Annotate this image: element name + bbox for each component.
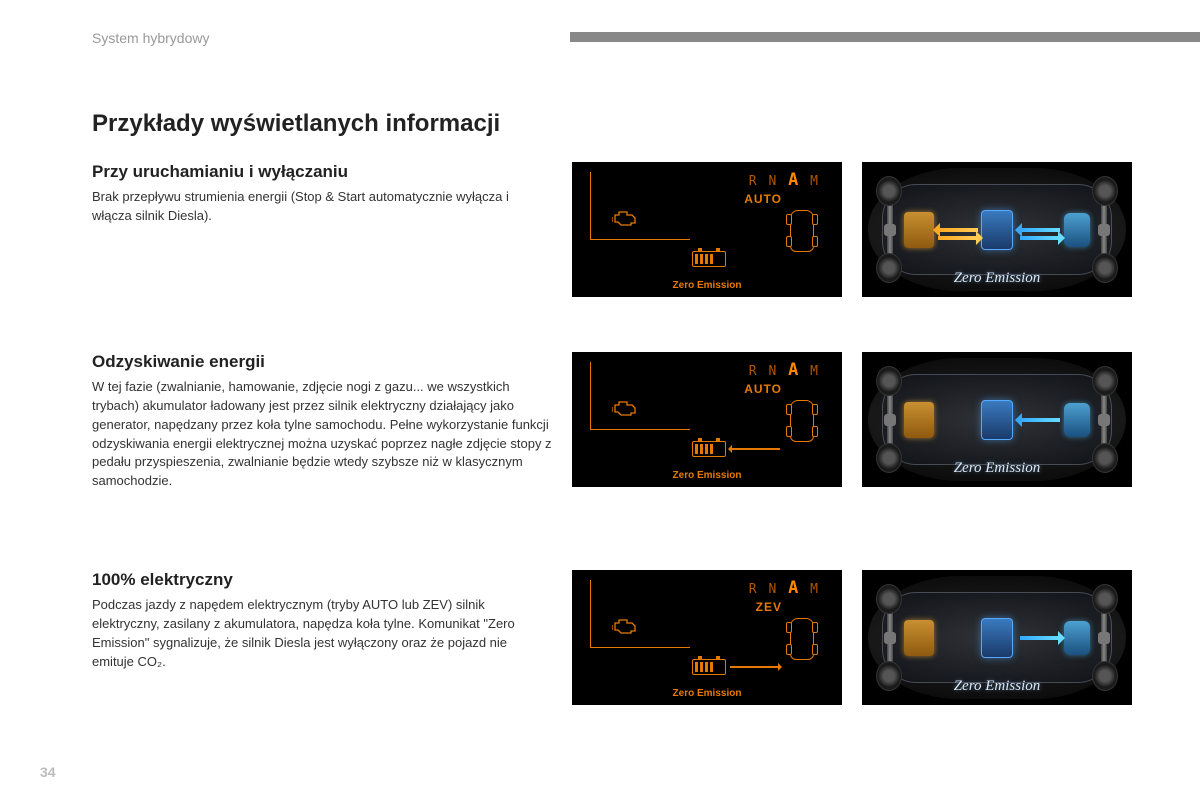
gear-n: N xyxy=(768,174,778,189)
page-content: Przykłady wyświetlanych informacji Przy … xyxy=(92,110,1160,735)
gear-a: A xyxy=(788,170,800,190)
battery-component-icon xyxy=(981,618,1013,658)
car-top-icon xyxy=(790,618,814,660)
drive-mode-label: AUTO xyxy=(744,192,782,206)
gear-n: N xyxy=(768,582,778,597)
section-heading: Odzyskiwanie energii xyxy=(92,352,552,372)
car-top-icon xyxy=(790,210,814,252)
wheel-icon xyxy=(876,584,902,614)
gear-indicator: R N A M xyxy=(749,170,820,190)
flow-arrow-icon xyxy=(1020,236,1060,240)
zero-emission-label: Zero Emission xyxy=(673,470,742,481)
section-body: W tej fazie (zwalnianie, hamowanie, zdję… xyxy=(92,378,552,491)
example-row-startup: Przy uruchamianiu i wyłączaniu Brak prze… xyxy=(92,162,1160,322)
engine-component-icon xyxy=(904,620,934,656)
header-accent-bar xyxy=(570,32,1200,42)
example-row-electric: 100% elektryczny Podczas jazdy z napędem… xyxy=(92,570,1160,705)
page-title: Przykłady wyświetlanych informacji xyxy=(92,110,1160,138)
text-column: Odzyskiwanie energii W tej fazie (zwalni… xyxy=(92,352,552,491)
dash-frame-icon xyxy=(590,172,690,240)
gear-r: R xyxy=(749,582,759,597)
dashboard-display: R N A M AUTO Zero Emission xyxy=(572,162,842,297)
section-body: Brak przepływu strumienia energii (Stop … xyxy=(92,188,552,226)
display-pair: R N A M AUTO Zero Emission xyxy=(572,352,1132,487)
gear-m: M xyxy=(810,582,820,597)
flow-arrow-icon xyxy=(1020,418,1060,422)
gear-n: N xyxy=(768,364,778,379)
engine-icon xyxy=(612,400,638,418)
gear-indicator: R N A M xyxy=(749,360,820,380)
wheel-icon xyxy=(1092,366,1118,396)
flow-arrow-icon xyxy=(938,228,978,232)
section-body: Podczas jazdy z napędem elektrycznym (tr… xyxy=(92,596,552,671)
render-display: Zero Emission xyxy=(862,162,1132,297)
zero-emission-label: Zero Emission xyxy=(673,688,742,699)
car-top-icon xyxy=(790,400,814,442)
dashboard-display: R N A M ZEV Zero Emission xyxy=(572,570,842,705)
display-pair: R N A M ZEV Zero Emission xyxy=(572,570,1132,705)
drive-mode-label: ZEV xyxy=(756,600,782,614)
battery-icon xyxy=(692,659,726,675)
text-column: Przy uruchamianiu i wyłączaniu Brak prze… xyxy=(92,162,552,226)
display-pair: R N A M AUTO Zero Emission xyxy=(572,162,1132,297)
engine-icon xyxy=(612,210,638,228)
battery-icon xyxy=(692,441,726,457)
dash-frame-icon xyxy=(590,362,690,430)
flow-arrow-icon xyxy=(1020,636,1060,640)
zero-emission-label: Zero Emission xyxy=(673,280,742,291)
zero-emission-label: Zero Emission xyxy=(862,270,1132,287)
flow-arrow-icon xyxy=(1020,228,1060,232)
zero-emission-label: Zero Emission xyxy=(862,678,1132,695)
gear-indicator: R N A M xyxy=(749,578,820,598)
gear-m: M xyxy=(810,174,820,189)
gear-r: R xyxy=(749,174,759,189)
zero-emission-label: Zero Emission xyxy=(862,460,1132,477)
engine-icon xyxy=(612,618,638,636)
render-display: Zero Emission xyxy=(862,570,1132,705)
gear-m: M xyxy=(810,364,820,379)
section-heading: 100% elektryczny xyxy=(92,570,552,590)
wheel-icon xyxy=(876,366,902,396)
dash-frame-icon xyxy=(590,580,690,648)
gear-r: R xyxy=(749,364,759,379)
wheel-icon xyxy=(1092,584,1118,614)
example-row-regen: Odzyskiwanie energii W tej fazie (zwalni… xyxy=(92,352,1160,562)
flow-arrow-icon xyxy=(938,236,978,240)
drive-mode-label: AUTO xyxy=(744,382,782,396)
page-number: 34 xyxy=(40,764,56,780)
wheel-icon xyxy=(1092,176,1118,206)
battery-icon xyxy=(692,251,726,267)
gear-a: A xyxy=(788,578,800,598)
motor-component-icon xyxy=(1064,403,1090,437)
section-label: System hybrydowy xyxy=(92,30,209,46)
engine-component-icon xyxy=(904,402,934,438)
render-display: Zero Emission xyxy=(862,352,1132,487)
text-column: 100% elektryczny Podczas jazdy z napędem… xyxy=(92,570,552,671)
dashboard-display: R N A M AUTO Zero Emission xyxy=(572,352,842,487)
wheel-icon xyxy=(876,176,902,206)
section-heading: Przy uruchamianiu i wyłączaniu xyxy=(92,162,552,182)
gear-a: A xyxy=(788,360,800,380)
flow-arrow-icon xyxy=(730,666,780,668)
flow-arrow-icon xyxy=(730,448,780,450)
